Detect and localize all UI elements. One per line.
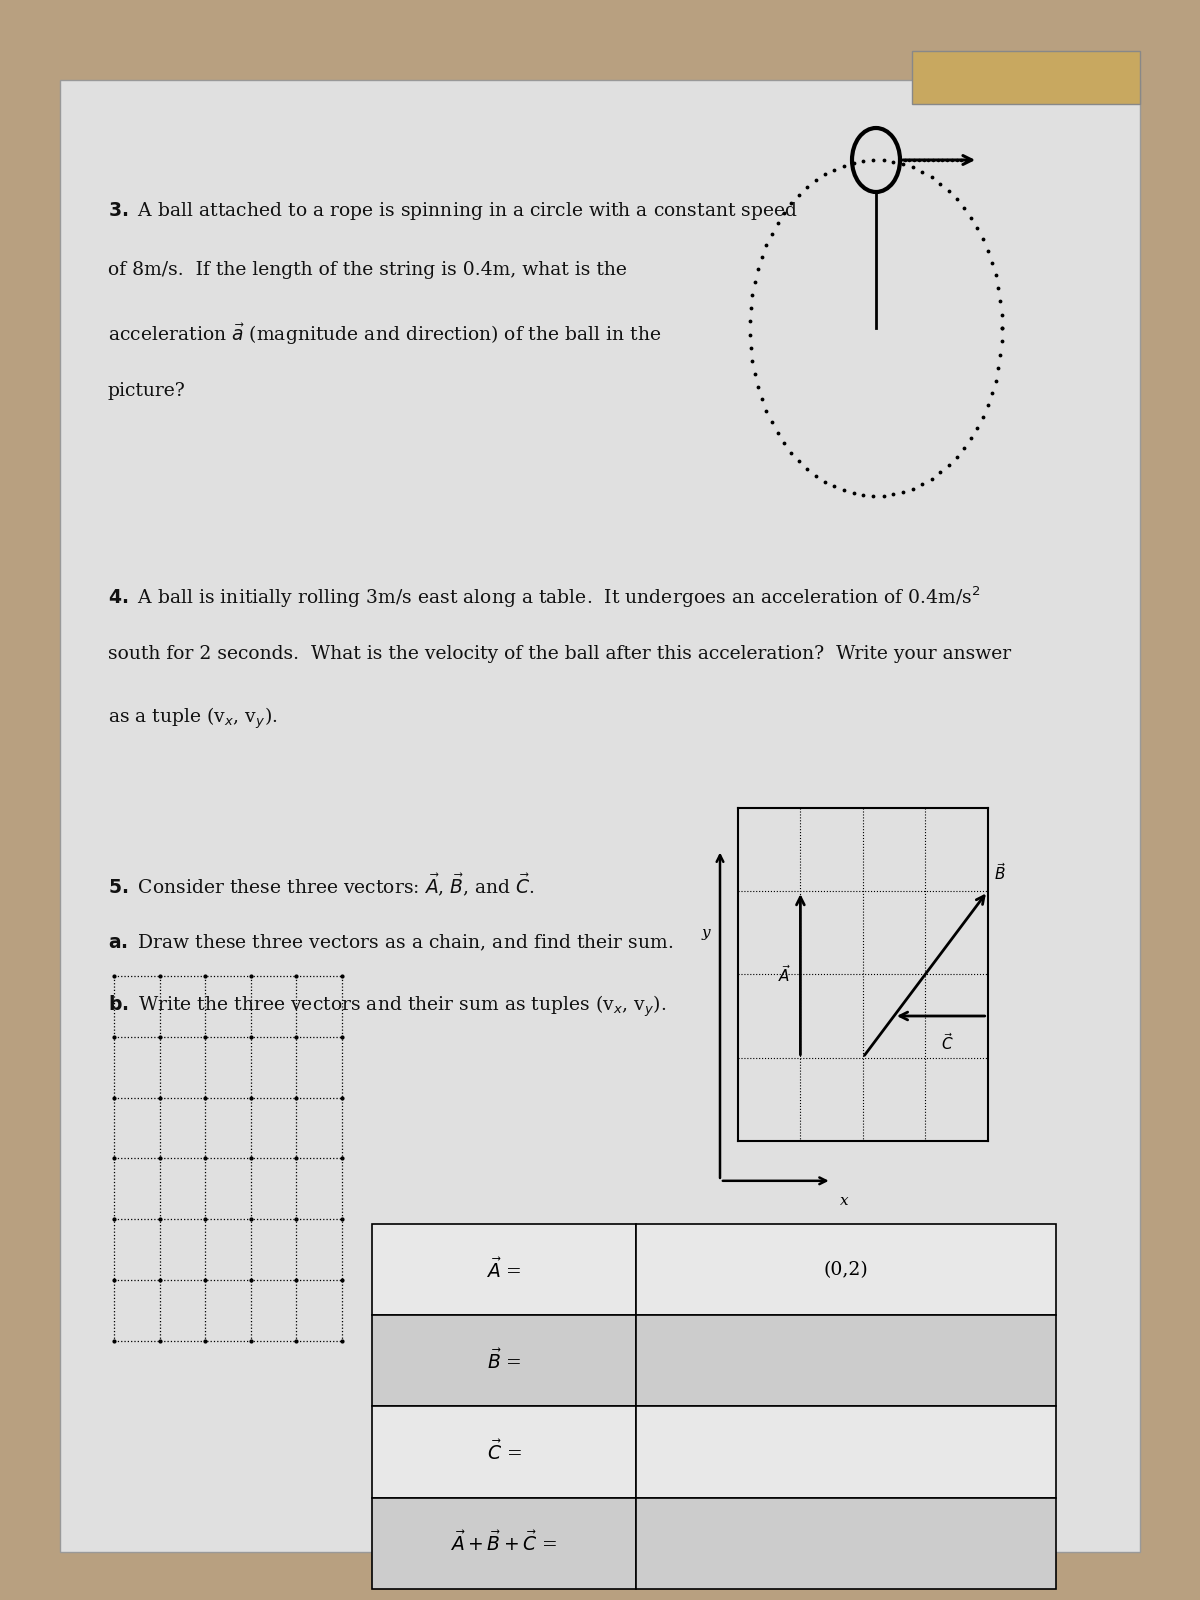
Text: x: x: [840, 1194, 848, 1208]
Text: $\mathbf{5.}$ Consider these three vectors: $\vec{A}$, $\vec{B}$, and $\vec{C}$.: $\mathbf{5.}$ Consider these three vecto…: [108, 872, 535, 899]
Text: south for 2 seconds.  What is the velocity of the ball after this acceleration? : south for 2 seconds. What is the velocit…: [108, 645, 1012, 662]
Text: $\mathbf{4.}$ A ball is initially rolling 3m/s east along a table.  It undergoes: $\mathbf{4.}$ A ball is initially rollin…: [108, 584, 980, 610]
Bar: [636, 1315, 1056, 1406]
Bar: [372, 1498, 636, 1589]
Bar: [636, 1224, 1056, 1315]
Text: $\mathbf{b.}$ Write the three vectors and their sum as tuples (v$_x$, v$_y$).: $\mathbf{b.}$ Write the three vectors an…: [108, 994, 666, 1019]
Text: $\vec{C}$: $\vec{C}$: [941, 1032, 953, 1053]
Text: $\vec{A}$ =: $\vec{A}$ =: [486, 1258, 522, 1282]
Bar: [372, 1224, 636, 1315]
Text: $\mathbf{a.}$ Draw these three vectors as a chain, and find their sum.: $\mathbf{a.}$ Draw these three vectors a…: [108, 933, 673, 954]
Text: (0,2): (0,2): [823, 1261, 869, 1278]
Text: $\vec{B}$ =: $\vec{B}$ =: [487, 1349, 521, 1373]
Text: picture?: picture?: [108, 382, 186, 400]
Text: $\vec{A}$: $\vec{A}$: [778, 963, 791, 986]
Text: $\vec{A} + \vec{B} + \vec{C}$ =: $\vec{A} + \vec{B} + \vec{C}$ =: [450, 1531, 558, 1555]
Text: $\vec{B}$: $\vec{B}$: [994, 862, 1006, 883]
Text: y: y: [702, 926, 710, 939]
Bar: [636, 1498, 1056, 1589]
FancyBboxPatch shape: [912, 51, 1140, 104]
Text: $\mathbf{3.}$ A ball attached to a rope is spinning in a circle with a constant : $\mathbf{3.}$ A ball attached to a rope …: [108, 200, 798, 222]
Bar: [372, 1406, 636, 1498]
Bar: [636, 1406, 1056, 1498]
Bar: [372, 1315, 636, 1406]
Text: acceleration $\vec{a}$ (magnitude and direction) of the ball in the: acceleration $\vec{a}$ (magnitude and di…: [108, 322, 661, 347]
Text: of 8m/s.  If the length of the string is 0.4m, what is the: of 8m/s. If the length of the string is …: [108, 261, 626, 278]
Text: as a tuple (v$_x$, v$_y$).: as a tuple (v$_x$, v$_y$).: [108, 706, 277, 731]
Text: $\vec{C}$ =: $\vec{C}$ =: [486, 1440, 522, 1464]
